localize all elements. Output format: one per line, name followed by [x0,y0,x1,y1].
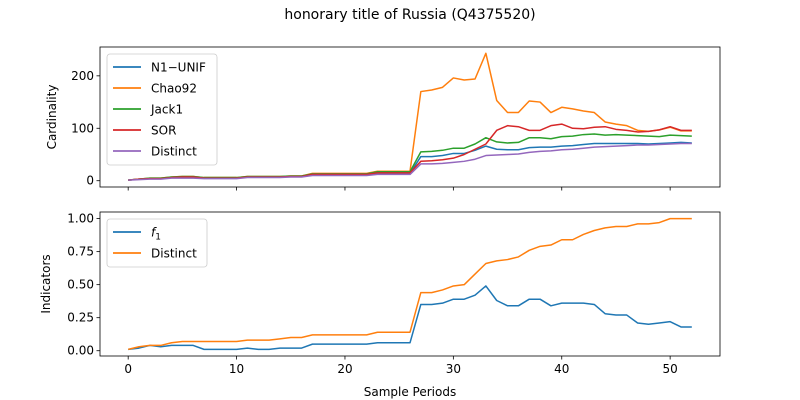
legend-entry: N1−UNIF [151,61,206,75]
y-axis-label: Cardinality [45,85,59,150]
legend-entry: Jack1 [150,103,183,117]
legend-entry: Distinct [151,145,197,159]
legend-entry: SOR [151,124,176,138]
axes-frame [99,46,721,188]
y-tick-label: 100 [71,121,94,135]
y-axis-label: Indicators [39,254,53,313]
bottom-chart-indicators: 0 10 20 30 40 50 0.00 0.25 0.50 0.75 1.00 Indicator… [39,211,721,399]
x-tick-label: 50 [662,362,677,376]
legend-box [106,53,218,166]
legend: f1 Distinct [106,218,208,268]
y-tick-label: 0.50 [67,278,94,292]
series-line-1-0 [128,285,692,351]
top-chart-cardinality: 0 100 200 Cardinality N1−UNIF Chao92 Jack1 SOR D… [45,46,721,191]
legend-entry: Distinct [151,247,197,261]
legend-entry: f1 [151,226,161,243]
x-axis-label: Sample Periods [364,385,456,399]
y-tick-label: 0.75 [67,245,94,259]
legend-entry: Chao92 [151,82,197,96]
y-tick-label: 1.00 [67,212,94,226]
axes-frame [99,211,721,357]
y-tick-label: 200 [71,69,94,83]
legend: N1−UNIF Chao92 Jack1 SOR Distinct [106,53,218,166]
x-tick-label: 40 [554,362,569,376]
y-tick-label: 0 [86,174,94,188]
series-line-1-1 [128,217,692,351]
y-tick-label: 0.00 [67,344,94,358]
y-tick-label: 0.25 [67,311,94,325]
x-tick-label: 0 [124,362,132,376]
figure-title: honorary title of Russia (Q4375520) [284,7,535,23]
x-tick-label: 20 [337,362,352,376]
legend-box [106,218,208,268]
x-tick-label: 30 [446,362,461,376]
series-line-0-4 [128,142,692,181]
x-tick-label: 10 [229,362,244,376]
